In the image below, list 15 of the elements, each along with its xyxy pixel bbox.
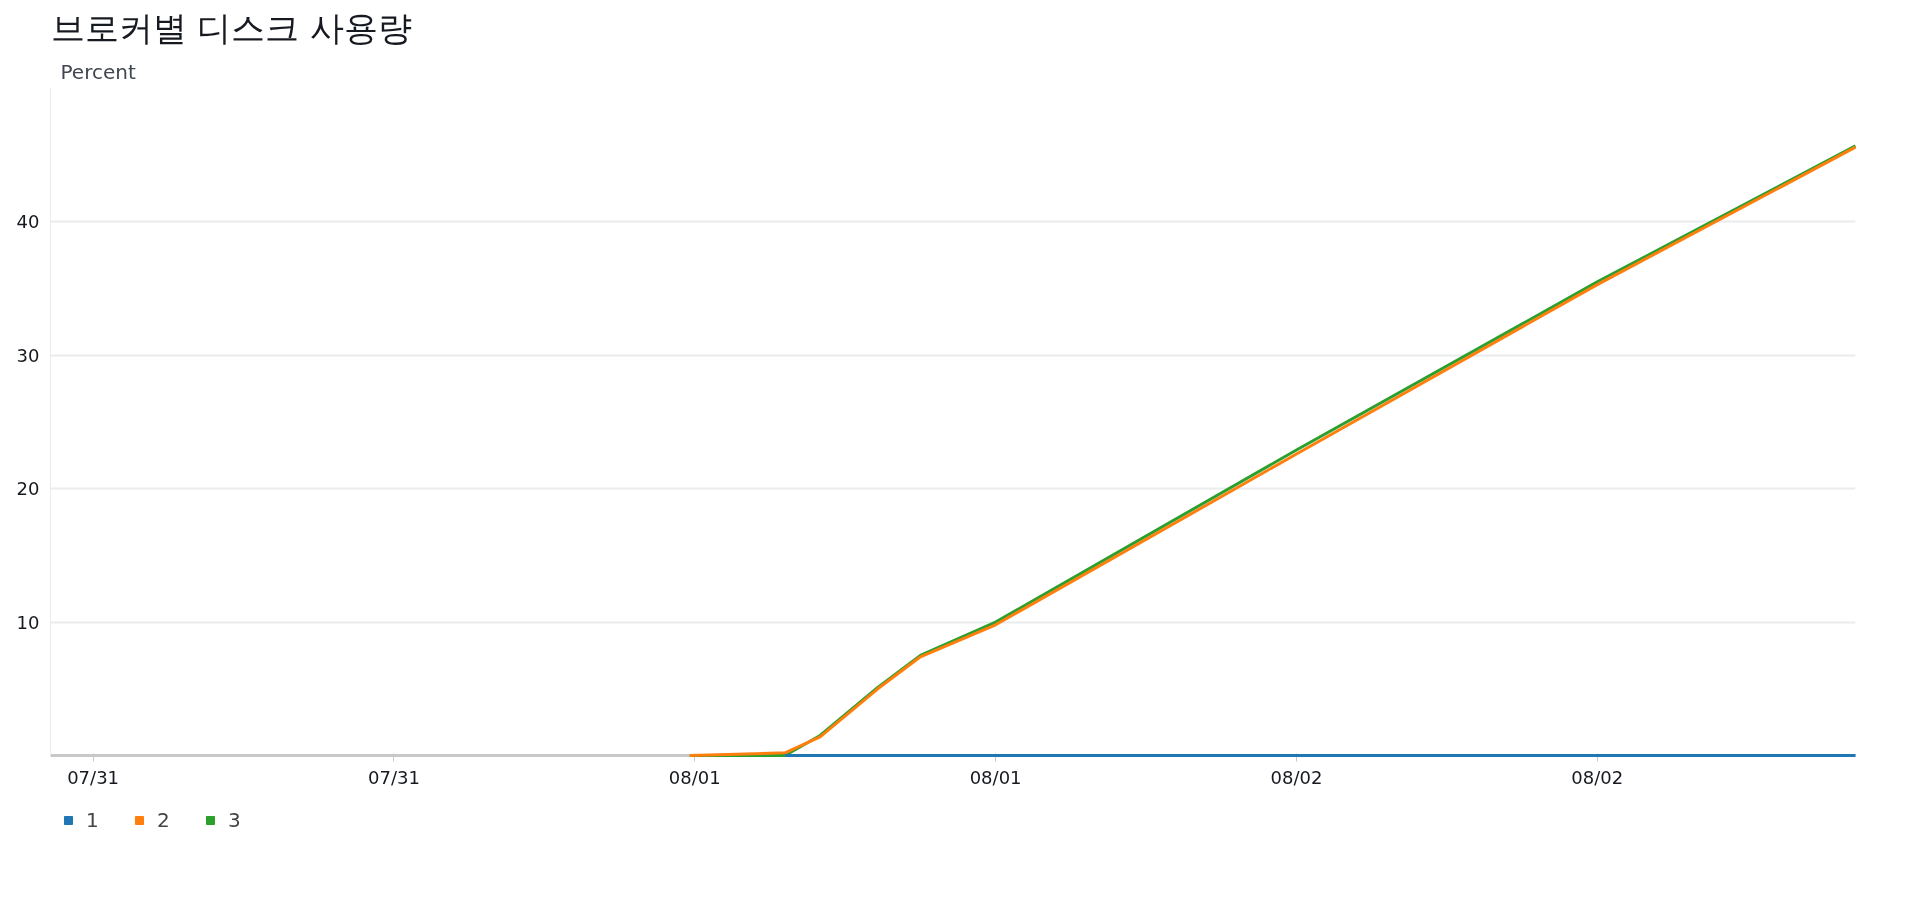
y-tick-label: 20: [16, 478, 40, 500]
legend-label: 3: [228, 808, 242, 832]
x-tick-label: 08/02: [1270, 766, 1323, 788]
x-tick-label: 07/31: [67, 766, 120, 788]
y-tick-label: 30: [16, 344, 40, 366]
legend-label: 1: [86, 808, 100, 832]
y-tick-label: 10: [16, 611, 40, 633]
chart-title: 브로커별 디스크 사용량: [50, 7, 413, 48]
x-tick-label: 08/01: [668, 766, 721, 788]
x-tick-label: 08/02: [1571, 766, 1624, 788]
y-axis-title: Percent: [60, 59, 136, 84]
x-tick-label: 08/01: [969, 766, 1022, 788]
x-tick-label: 07/31: [368, 766, 420, 788]
y-tick-label: 40: [16, 211, 40, 233]
legend-label: 2: [157, 808, 171, 832]
